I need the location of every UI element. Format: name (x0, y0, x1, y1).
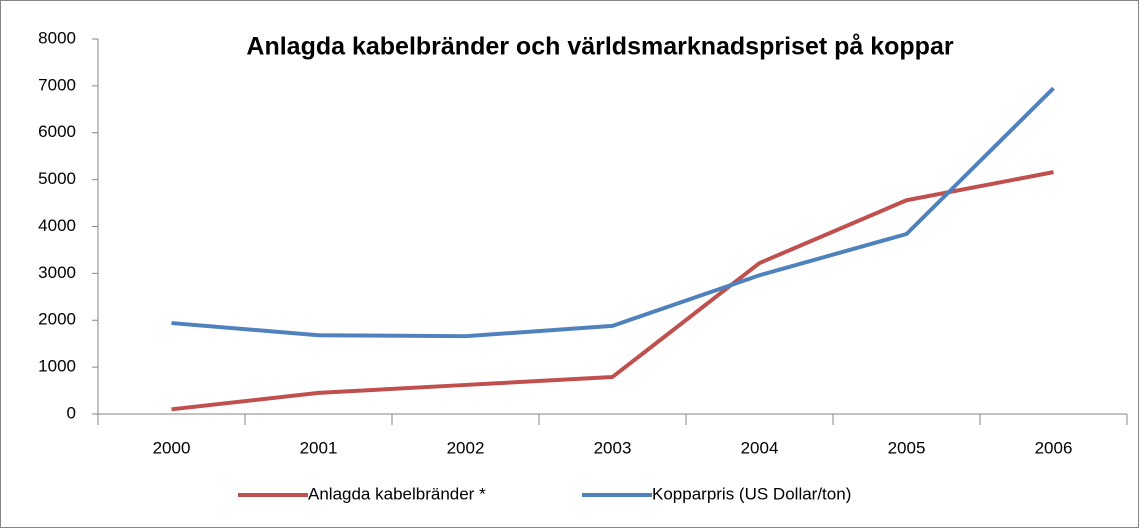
legend-label: Anlagda kabelbränder * (308, 484, 486, 503)
x-tick-label: 2004 (741, 438, 779, 457)
y-tick-label: 0 (67, 403, 76, 422)
series-line (171, 86, 1055, 339)
y-tick-label: 5000 (38, 169, 76, 188)
x-tick-label: 2003 (594, 438, 632, 457)
chart-title: Anlagda kabelbränder och världsmarknadsp… (246, 33, 953, 61)
y-tick-label: 2000 (38, 310, 76, 329)
y-tick-label: 6000 (38, 122, 76, 141)
y-tick-label: 4000 (38, 216, 76, 235)
series-line (171, 170, 1054, 412)
x-tick-label: 2002 (447, 438, 485, 457)
y-tick-label: 3000 (38, 263, 76, 282)
legend-label: Kopparpris (US Dollar/ton) (652, 484, 851, 503)
y-tick-label: 7000 (38, 75, 76, 94)
x-tick-label: 2006 (1035, 438, 1073, 457)
x-tick-label: 2000 (153, 438, 191, 457)
y-tick-label: 8000 (38, 28, 76, 47)
y-tick-label: 1000 (38, 357, 76, 376)
x-tick-label: 2001 (300, 438, 338, 457)
x-tick-label: 2005 (888, 438, 926, 457)
